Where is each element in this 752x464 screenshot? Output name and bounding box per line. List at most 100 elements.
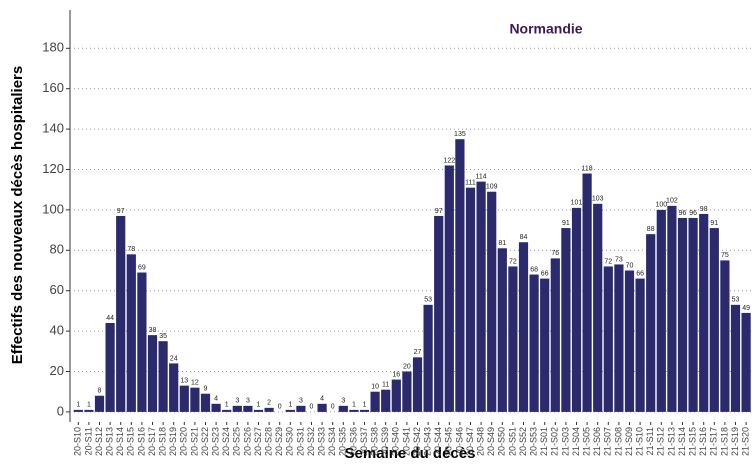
value-label: 78 xyxy=(127,246,135,253)
x-tick-label: 20-S20 xyxy=(179,427,189,456)
value-label: 111 xyxy=(465,180,476,187)
x-tick-label: 20-S12 xyxy=(94,427,104,456)
bar xyxy=(116,215,126,412)
value-label: 13 xyxy=(180,377,188,384)
bar xyxy=(444,165,454,412)
x-tick-label: 21-S20 xyxy=(740,427,750,456)
x-tick-label: 20-S10 xyxy=(73,427,83,456)
x-tick-label: 20-S50 xyxy=(497,427,507,456)
value-label: 4 xyxy=(320,396,324,403)
bar xyxy=(529,274,539,412)
value-label: 66 xyxy=(636,270,644,277)
y-tick-label: 140 xyxy=(42,121,64,136)
bar xyxy=(338,405,348,412)
x-tick-label: 21-S01 xyxy=(539,427,549,456)
x-axis-title: Semaine du décès xyxy=(345,445,476,462)
bar xyxy=(497,248,507,412)
bar xyxy=(518,242,529,412)
x-tick-label: 20-S23 xyxy=(210,427,220,456)
x-tick-label: 20-S53 xyxy=(528,427,538,456)
value-label: 91 xyxy=(710,220,718,227)
value-label: 38 xyxy=(149,327,157,334)
bar xyxy=(285,409,295,412)
x-tick-label: 21-S03 xyxy=(560,427,570,456)
value-label: 75 xyxy=(721,252,729,259)
value-label: 44 xyxy=(106,315,114,322)
value-label: 1 xyxy=(288,402,292,409)
x-tick-label: 20-S47 xyxy=(465,427,475,456)
bar xyxy=(190,387,200,412)
x-tick-label: 20-S39 xyxy=(380,427,390,456)
bar xyxy=(741,312,751,412)
y-tick-label: 80 xyxy=(50,242,64,257)
y-tick-label: 120 xyxy=(42,161,64,176)
bar xyxy=(359,409,370,412)
bar xyxy=(582,173,592,412)
value-label: 3 xyxy=(299,398,303,405)
value-label: 76 xyxy=(551,250,559,257)
value-label: 100 xyxy=(655,202,667,209)
x-tick-label: 20-S35 xyxy=(338,427,348,456)
value-label: 3 xyxy=(341,398,345,405)
value-label: 53 xyxy=(424,297,432,304)
value-label: 2 xyxy=(267,400,271,407)
x-tick-label: 20-S11 xyxy=(83,427,93,455)
bar xyxy=(391,379,401,412)
value-label: 0 xyxy=(278,404,282,411)
x-tick-label: 20-S28 xyxy=(263,427,273,456)
bar xyxy=(614,264,624,412)
x-tick-label: 20-S27 xyxy=(253,427,263,456)
bar xyxy=(550,258,560,412)
bar xyxy=(561,228,571,412)
x-tick-label: 20-S17 xyxy=(147,427,157,456)
value-label: 97 xyxy=(435,208,443,215)
bar xyxy=(465,187,476,412)
value-label: 109 xyxy=(486,184,498,191)
y-tick-label: 0 xyxy=(57,403,64,418)
chart-title: Normandie xyxy=(509,21,582,37)
y-tick-label: 100 xyxy=(42,201,64,216)
x-tick-label: 20-S52 xyxy=(518,427,528,456)
y-tick-label: 40 xyxy=(50,323,64,338)
y-tick-label: 20 xyxy=(50,363,64,378)
x-tick-label: 20-S19 xyxy=(168,427,178,456)
x-tick-label: 20-S43 xyxy=(422,427,432,456)
bar xyxy=(243,405,253,412)
x-tick-label: 20-S29 xyxy=(274,427,284,456)
x-tick-label: 21-S07 xyxy=(603,427,613,456)
bar xyxy=(487,191,497,412)
value-label: 8 xyxy=(98,388,102,395)
bar xyxy=(412,357,423,412)
x-tick-label: 20-S49 xyxy=(486,427,496,456)
x-tick-label: 20-S26 xyxy=(242,427,252,456)
x-tick-label: 21-S09 xyxy=(624,427,634,456)
bar xyxy=(126,254,136,412)
bar xyxy=(455,139,465,412)
value-label: 102 xyxy=(666,198,678,205)
value-label: 84 xyxy=(520,234,528,241)
x-tick-label: 20-S44 xyxy=(433,427,443,456)
bar xyxy=(73,409,83,412)
x-tick-label: 20-S41 xyxy=(401,427,411,456)
value-label: 118 xyxy=(582,165,593,172)
bar xyxy=(593,203,603,412)
bar xyxy=(253,409,264,412)
value-label: 68 xyxy=(530,266,538,273)
value-label: 49 xyxy=(742,305,750,312)
value-label: 24 xyxy=(170,355,178,362)
x-tick-label: 20-S30 xyxy=(285,427,295,456)
value-label: 70 xyxy=(626,262,634,269)
value-label: 10 xyxy=(371,384,379,391)
y-tick-label: 60 xyxy=(50,282,64,297)
value-label: 0 xyxy=(331,404,335,411)
value-label: 122 xyxy=(443,157,455,164)
bar xyxy=(158,341,168,412)
bar xyxy=(105,323,115,412)
value-label: 27 xyxy=(414,349,422,356)
x-tick-label: 21-S04 xyxy=(571,427,581,456)
x-tick-label: 21-S16 xyxy=(698,427,708,456)
bar xyxy=(603,266,613,412)
x-tick-label: 20-S38 xyxy=(369,427,379,456)
value-label: 20 xyxy=(403,363,411,370)
